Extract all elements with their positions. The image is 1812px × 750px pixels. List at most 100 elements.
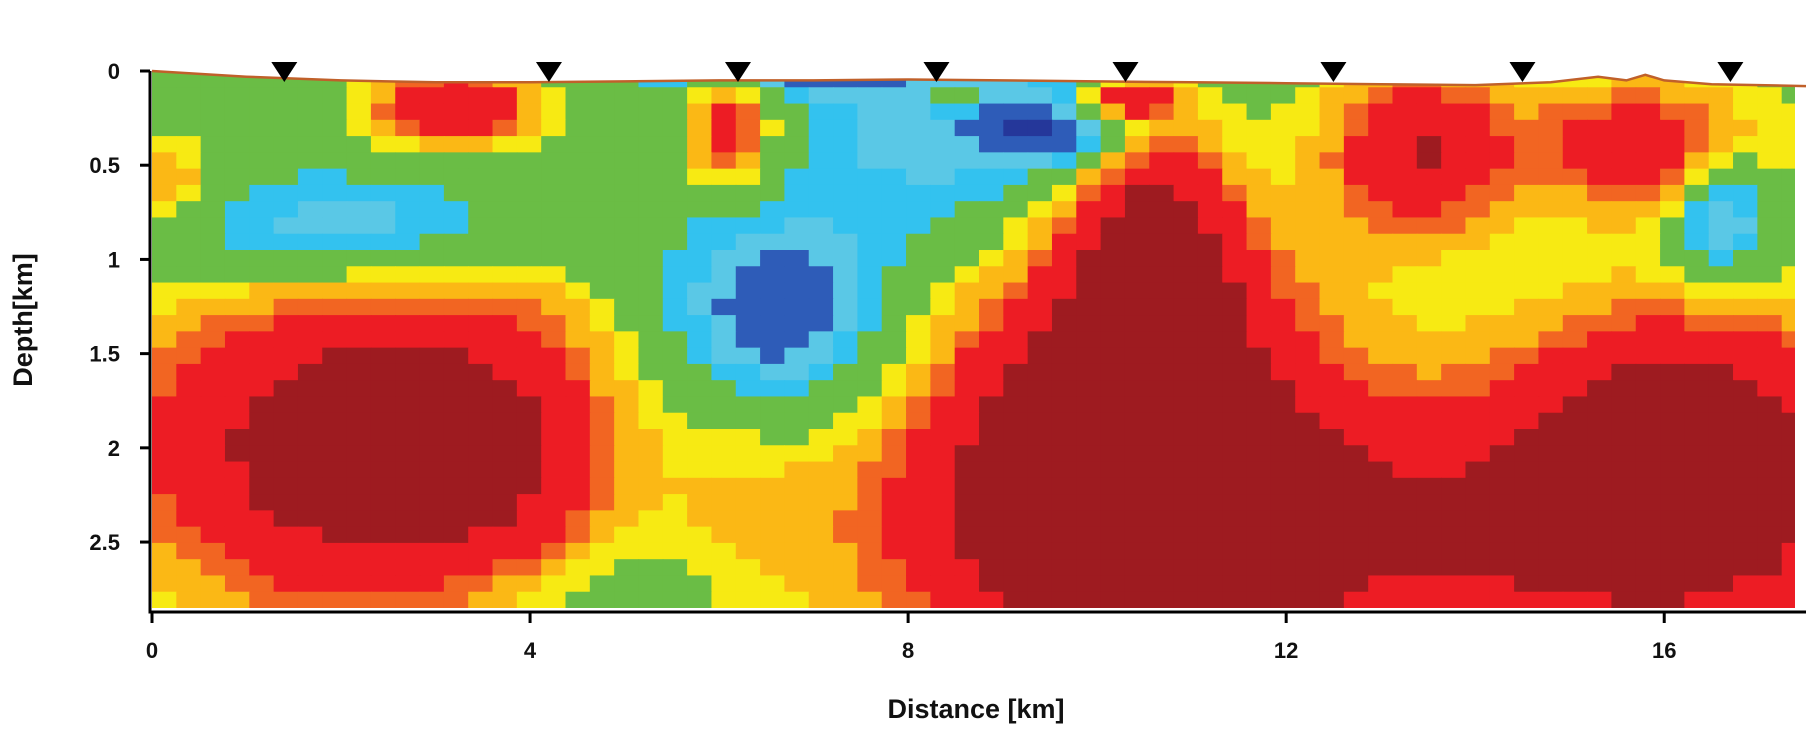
heatmap-cell bbox=[1368, 542, 1394, 560]
heatmap-cell bbox=[541, 315, 567, 332]
heatmap-cell bbox=[492, 559, 518, 577]
heatmap-cell bbox=[468, 119, 494, 137]
heatmap-cell bbox=[1781, 168, 1795, 186]
heatmap-cell bbox=[808, 412, 834, 430]
heatmap-cell bbox=[954, 347, 980, 365]
heatmap-cell bbox=[614, 559, 640, 577]
heatmap-cell bbox=[760, 347, 786, 365]
heatmap-cell bbox=[249, 103, 275, 121]
heatmap-cell bbox=[224, 347, 250, 365]
heatmap-cell bbox=[1027, 461, 1053, 479]
heatmap-cell bbox=[1684, 87, 1710, 105]
heatmap-cell bbox=[1197, 217, 1223, 235]
heatmap-cell bbox=[662, 347, 688, 365]
heatmap-cell bbox=[516, 168, 542, 186]
heatmap-cell bbox=[1076, 282, 1102, 300]
heatmap-cell bbox=[1149, 445, 1175, 463]
heatmap-cell bbox=[711, 87, 737, 105]
heatmap-cell bbox=[1343, 266, 1369, 284]
heatmap-cell bbox=[1611, 119, 1637, 137]
heatmap-cell bbox=[735, 136, 761, 153]
heatmap-cell bbox=[857, 429, 883, 446]
heatmap-cell bbox=[516, 217, 542, 235]
heatmap-cell bbox=[1173, 363, 1199, 381]
heatmap-cell bbox=[1295, 396, 1321, 414]
heatmap-cell bbox=[1149, 542, 1175, 560]
heatmap-cell bbox=[1124, 461, 1150, 479]
heatmap-cell bbox=[249, 494, 275, 511]
heatmap-cell bbox=[1441, 445, 1467, 463]
heatmap-cell bbox=[1562, 168, 1588, 186]
heatmap-cell bbox=[1781, 266, 1795, 284]
heatmap-cell bbox=[565, 217, 591, 235]
heatmap-cell bbox=[857, 461, 883, 479]
heatmap-cell bbox=[1489, 103, 1515, 121]
heatmap-cell bbox=[176, 396, 202, 414]
heatmap-cell bbox=[541, 250, 567, 267]
heatmap-cell bbox=[1660, 494, 1685, 511]
heatmap-cell bbox=[1441, 380, 1467, 398]
heatmap-cell bbox=[1246, 233, 1272, 251]
heatmap-cell bbox=[1465, 559, 1491, 577]
heatmap-cell bbox=[687, 347, 713, 365]
heatmap-cell bbox=[1149, 87, 1175, 105]
heatmap-cell bbox=[1514, 201, 1540, 219]
heatmap-cell bbox=[735, 559, 761, 577]
heatmap-cell bbox=[249, 363, 275, 381]
heatmap-cell bbox=[419, 363, 445, 381]
heatmap-cell bbox=[1027, 119, 1053, 137]
heatmap-cell bbox=[1100, 526, 1126, 544]
heatmap-cell bbox=[200, 184, 226, 202]
heatmap-cell bbox=[419, 542, 445, 560]
heatmap-cell bbox=[1270, 266, 1296, 284]
heatmap-cell bbox=[1149, 315, 1175, 332]
heatmap-cell bbox=[1757, 429, 1783, 446]
heatmap-cell bbox=[857, 233, 883, 251]
heatmap-cell bbox=[516, 119, 542, 137]
heatmap-cell bbox=[1635, 363, 1661, 381]
heatmap-cell bbox=[857, 168, 883, 186]
heatmap-cell bbox=[1222, 380, 1248, 398]
heatmap-cell bbox=[468, 380, 494, 398]
heatmap-cell bbox=[735, 510, 761, 528]
heatmap-cell bbox=[468, 559, 494, 577]
heatmap-cell bbox=[1733, 201, 1758, 219]
heatmap-cell bbox=[1003, 461, 1029, 479]
heatmap-cell bbox=[492, 298, 518, 316]
heatmap-cell bbox=[881, 217, 907, 235]
heatmap-cell bbox=[857, 363, 883, 381]
heatmap-cell bbox=[1562, 380, 1588, 398]
heatmap-cell bbox=[662, 380, 688, 398]
heatmap-cell bbox=[1489, 152, 1515, 170]
heatmap-cell bbox=[1733, 136, 1758, 153]
x-tick-label: 12 bbox=[1274, 638, 1298, 663]
heatmap-cell bbox=[954, 217, 980, 235]
heatmap-cell bbox=[1538, 233, 1564, 251]
heatmap-cell bbox=[176, 233, 202, 251]
heatmap-cell bbox=[1246, 201, 1272, 219]
heatmap-cell bbox=[1173, 575, 1199, 593]
heatmap-cell bbox=[1465, 217, 1491, 235]
heatmap-cell bbox=[1611, 494, 1637, 511]
heatmap-cell bbox=[224, 184, 250, 202]
heatmap-cell bbox=[1441, 526, 1467, 544]
heatmap-cell bbox=[1416, 363, 1442, 381]
heatmap-cell bbox=[516, 510, 542, 528]
heatmap-cell bbox=[1197, 282, 1223, 300]
heatmap-cell bbox=[468, 396, 494, 414]
heatmap-cell bbox=[1027, 526, 1053, 544]
heatmap-cell bbox=[687, 184, 713, 202]
heatmap-cell bbox=[297, 347, 323, 365]
heatmap-cell bbox=[1197, 298, 1223, 316]
heatmap-cell bbox=[224, 217, 250, 235]
heatmap-cell bbox=[1611, 87, 1637, 105]
heatmap-cell bbox=[1416, 461, 1442, 479]
heatmap-cell bbox=[1076, 510, 1102, 528]
heatmap-cell bbox=[565, 445, 591, 463]
heatmap-cell bbox=[443, 542, 469, 560]
heatmap-cell bbox=[1100, 559, 1126, 577]
heatmap-cell bbox=[1587, 298, 1613, 316]
heatmap-cell bbox=[906, 363, 931, 381]
heatmap-cell bbox=[1076, 331, 1102, 349]
heatmap-cell bbox=[1587, 412, 1613, 430]
